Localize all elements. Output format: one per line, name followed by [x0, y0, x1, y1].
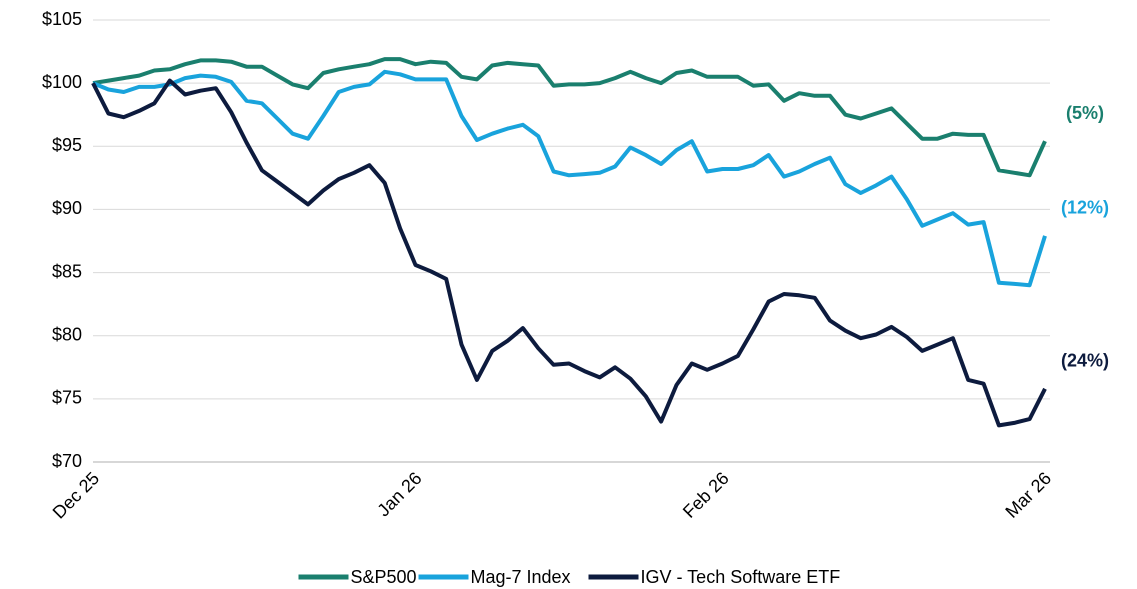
series-line: [91, 78, 1047, 428]
x-tick-label: Mar 26: [1001, 468, 1055, 522]
legend-label: IGV - Tech Software ETF: [641, 567, 841, 587]
y-tick-label: $105: [42, 9, 82, 29]
series-line: [92, 57, 1047, 178]
y-tick-label: $95: [52, 135, 82, 155]
series-line: [92, 69, 1047, 288]
y-tick-label: $70: [52, 451, 82, 471]
legend-label: Mag-7 Index: [471, 567, 571, 587]
end-label: (5%): [1066, 103, 1104, 123]
legend-label: S&P500: [351, 567, 417, 587]
end-label: (12%): [1061, 198, 1109, 218]
x-tick-label: Jan 26: [373, 468, 425, 520]
end-label: (24%): [1061, 351, 1109, 371]
y-tick-label: $85: [52, 261, 82, 281]
y-tick-label: $100: [42, 72, 82, 92]
y-tick-label: $90: [52, 198, 82, 218]
x-tick-label: Dec 25: [49, 468, 103, 522]
y-tick-label: $75: [52, 388, 82, 408]
x-tick-label: Feb 26: [679, 468, 733, 522]
y-tick-label: $80: [52, 324, 82, 344]
